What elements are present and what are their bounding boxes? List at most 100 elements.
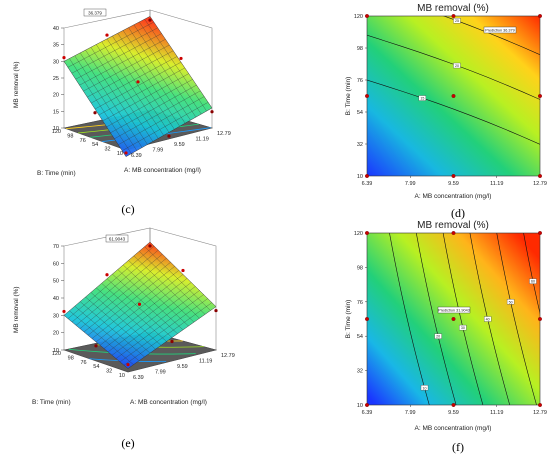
y-axis-label: B: Time (min)	[345, 77, 352, 116]
design-point	[451, 94, 456, 98]
contour-label-box	[506, 299, 515, 305]
y-tick-label: 120	[52, 129, 61, 135]
mesh-line	[87, 266, 175, 336]
z-axis-label: MB removal (%)	[13, 286, 20, 333]
x-tick-label: 6.39	[362, 181, 373, 187]
design-point	[365, 14, 369, 18]
mesh-line	[87, 50, 174, 98]
mesh-line	[79, 258, 167, 329]
design-point	[365, 94, 369, 98]
design-point	[181, 268, 185, 273]
mesh-line	[144, 246, 211, 311]
x-tick-label: 9.59	[448, 181, 459, 187]
x-axis-label: A: MB concentration (mg/l)	[415, 425, 492, 432]
prediction-label: Prediction 31.9043	[438, 309, 470, 313]
z-tick-label: 10	[53, 126, 59, 132]
y-tick-label: 32	[357, 369, 363, 375]
prediction-label: 61.9043	[109, 237, 126, 242]
mesh-line	[112, 273, 178, 334]
mesh-line	[128, 27, 191, 121]
y-tick-label: 120	[52, 351, 61, 357]
x-tick-label: 7.99	[155, 370, 166, 376]
x-tick-label: 6.39	[131, 153, 142, 159]
design-point	[538, 403, 542, 407]
mesh-line	[133, 255, 200, 319]
y-tick-label: 54	[357, 334, 363, 340]
y-tick-label: 54	[92, 142, 98, 148]
design-point	[451, 403, 456, 407]
design-point	[136, 80, 140, 84]
y-tick-label: 76	[357, 78, 363, 84]
design-point	[365, 403, 369, 407]
contour-label: 40	[486, 318, 490, 322]
y-tick-label: 54	[93, 364, 99, 370]
design-point	[93, 111, 97, 115]
x-tick-label: 6.39	[362, 410, 373, 416]
design-point	[451, 14, 456, 18]
y-tick-label: 120	[354, 231, 363, 237]
design-point	[124, 151, 128, 155]
design-point	[210, 110, 214, 114]
contour-label-box	[529, 278, 537, 284]
y-tick-label: 76	[80, 360, 86, 366]
x-tick-label: 11.19	[199, 359, 212, 365]
x-tick-label: 9.59	[174, 142, 185, 148]
x-tick-label: 12.79	[217, 131, 231, 137]
x-tick-label: 9.59	[448, 410, 459, 416]
y-tick-label: 98	[357, 46, 363, 52]
z-tick-label: 20	[53, 93, 59, 99]
contour-label: 10	[423, 386, 427, 390]
design-point	[94, 344, 98, 348]
surface-plot-e: 10 20 30 40 50 60 70 6.39 7.99 9.59 11.19 12.79 10…	[13, 227, 235, 450]
panel-label-c: (c)	[121, 202, 134, 216]
mesh-line	[117, 269, 184, 330]
mesh-line	[83, 44, 170, 92]
chart-title: MB removal (%)	[417, 220, 489, 231]
z-tick-label: 30	[53, 313, 59, 319]
contour-label: 30	[461, 326, 465, 330]
mesh-line	[128, 260, 195, 323]
chart-title: MB removal (%)	[417, 3, 489, 14]
contour-label: 20	[436, 335, 440, 339]
mesh-line	[123, 264, 189, 327]
prediction-box	[437, 306, 471, 314]
y-axis-label: B: Time (min)	[345, 300, 352, 339]
x-tick-label: 6.39	[133, 375, 144, 381]
contour-plot-f: MB removal (%) 10 20 30 40 50 60 6.39 7.99 9.59…	[345, 220, 547, 454]
z-tick-label: 70	[53, 244, 59, 250]
design-point	[214, 308, 218, 313]
x-tick-label: 7.99	[405, 181, 416, 187]
contour-label: 20	[455, 64, 459, 68]
mesh-line	[91, 56, 178, 104]
y-tick-label: 54	[357, 110, 363, 116]
design-point	[105, 33, 109, 37]
y-tick-label: 10	[117, 151, 123, 157]
prediction-box	[483, 26, 517, 34]
surface-plot-c: 10 15 20 25 30 35 40 6.39 7.99 9.59 11.19 12.79 10…	[13, 8, 231, 216]
mesh-line	[123, 30, 186, 124]
x-tick-label: 11.19	[196, 137, 209, 143]
z-tick-label: 60	[53, 261, 59, 267]
mesh-line	[133, 24, 196, 118]
z-tick-label: 30	[53, 59, 59, 65]
z-tick-label: 40	[53, 296, 59, 302]
design-point	[179, 56, 183, 61]
mesh-line	[71, 27, 158, 74]
y-tick-label: 76	[80, 138, 86, 144]
contour-label: 25	[455, 19, 459, 23]
design-point	[365, 174, 369, 178]
contour-line	[496, 233, 537, 405]
y-tick-label: 10	[119, 373, 125, 379]
design-point	[126, 363, 130, 367]
design-point	[170, 339, 174, 344]
contour-label: 15	[420, 97, 424, 101]
panel-label-e: (e)	[121, 436, 134, 450]
design-point	[62, 309, 66, 314]
contour-label-box	[453, 62, 461, 69]
mesh-line	[71, 250, 159, 323]
x-tick-label: 11.19	[490, 410, 503, 416]
y-axis-label: B: Time (min)	[32, 399, 71, 406]
mesh-line	[83, 262, 171, 333]
contour-label-box	[453, 18, 461, 24]
